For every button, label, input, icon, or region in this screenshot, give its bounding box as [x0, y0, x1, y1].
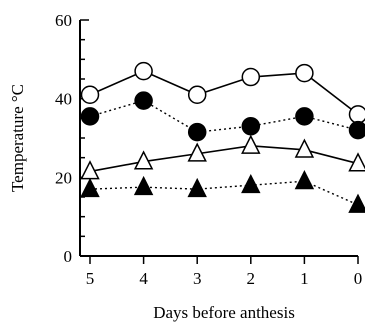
data-point — [348, 152, 365, 172]
data-point — [80, 107, 100, 126]
series-line — [89, 99, 359, 133]
data-point — [241, 134, 261, 154]
y-tick-label: 60 — [55, 11, 72, 30]
data-point — [187, 177, 207, 198]
data-point — [241, 116, 261, 136]
series-line — [89, 180, 359, 206]
data-point — [241, 67, 261, 87]
data-point — [295, 63, 314, 83]
data-point — [80, 177, 100, 198]
series-line — [89, 145, 359, 173]
data-point — [187, 85, 207, 104]
y-axis-label: Temperature °C — [8, 84, 27, 192]
y-tick-label: 40 — [55, 90, 72, 109]
x-tick-label: 2 — [247, 269, 256, 288]
y-tick-label: 0 — [64, 247, 73, 266]
data-point — [187, 122, 207, 142]
x-tick-label: 5 — [86, 269, 95, 288]
data-point — [294, 170, 315, 190]
data-point — [294, 138, 315, 158]
x-tick-label: 1 — [300, 269, 309, 288]
series-open-circle — [80, 61, 365, 124]
x-tick-label: 3 — [193, 269, 202, 288]
series-line — [89, 70, 359, 116]
data-point — [133, 150, 154, 170]
axes: 0 20 40 60 5 4 3 2 1 0 — [55, 11, 362, 288]
x-tick-label: 4 — [139, 269, 148, 288]
data-point — [187, 142, 207, 162]
data-point — [134, 91, 153, 110]
data-point — [133, 175, 154, 196]
x-tick-label: 0 — [354, 269, 363, 288]
series-open-triangle — [80, 134, 365, 180]
data-point — [348, 105, 365, 124]
y-tick-label: 20 — [55, 168, 72, 187]
data-point — [134, 61, 153, 81]
x-axis-label: Days before anthesis — [153, 303, 295, 322]
series-filled-triangle — [80, 170, 365, 213]
series-filled-circle — [80, 91, 365, 142]
data-point — [80, 85, 100, 104]
data-point — [348, 120, 365, 140]
data-point — [295, 107, 314, 126]
data-point — [241, 173, 261, 194]
series-group — [80, 61, 365, 213]
data-point — [348, 193, 365, 213]
